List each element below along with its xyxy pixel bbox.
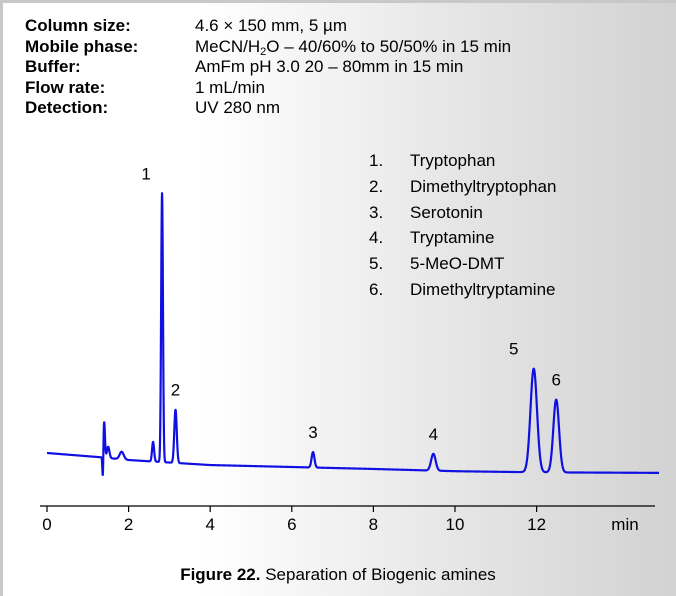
peak-label: 3 (308, 423, 317, 442)
method-conditions: Column size: 4.6 × 150 mm, 5 µm Mobile p… (25, 16, 511, 119)
peak-label: 4 (429, 425, 438, 444)
x-tick-label: 0 (42, 515, 51, 534)
legend-compound: 5-MeO-DMT (410, 254, 505, 274)
condition-column-size: Column size: 4.6 × 150 mm, 5 µm (25, 16, 511, 37)
legend-item: 1. Tryptophan (369, 150, 556, 176)
legend-number: 6. (369, 279, 384, 299)
legend-number: 1. (369, 151, 384, 170)
condition-detection: Detection: UV 280 nm (25, 98, 511, 119)
legend-compound: Tryptamine (410, 228, 495, 248)
x-tick-label: 2 (124, 515, 133, 534)
legend-compound: Serotonin (410, 202, 483, 222)
condition-value: UV 280 nm (195, 98, 281, 118)
peak-label: 1 (141, 164, 150, 183)
condition-value: AmFm pH 3.0 20 – 80mm in 15 min (195, 57, 464, 77)
legend-compound: Dimethyltryptophan (410, 176, 557, 196)
condition-value: 1 mL/min (195, 77, 265, 97)
condition-label: Column size: (25, 16, 131, 35)
condition-label: Buffer: (25, 57, 81, 77)
chromatogram-trace (46, 192, 660, 477)
condition-label: Flow rate: (25, 77, 106, 97)
legend-item: 6. Dimethyltryptamine (369, 279, 556, 305)
legend-compound: Dimethyltryptamine (410, 279, 556, 299)
legend-item: 2. Dimethyltryptophan (369, 176, 556, 202)
mobile-phase-suffix: O – 40/60% to 50/50% in 15 min (266, 36, 512, 56)
mobile-phase-subscript: 2 (260, 45, 267, 58)
legend-number: 5. (369, 254, 384, 274)
legend-number: 3. (369, 202, 384, 222)
x-tick-label: 6 (287, 515, 296, 534)
caption-figure-number: Figure 22. (180, 565, 261, 584)
figure-caption: Figure 22. Separation of Biogenic amines (0, 565, 676, 585)
x-tick-label: 8 (369, 515, 378, 534)
legend-compound: Tryptophan (410, 151, 496, 170)
left-border (0, 0, 3, 596)
x-tick-label: 4 (205, 515, 214, 534)
condition-mobile-phase: Mobile phase: MeCN/H2O – 40/60% to 50/50… (25, 37, 511, 58)
x-tick-label: 10 (446, 515, 465, 534)
legend-item: 4. Tryptamine (369, 227, 556, 253)
legend-item: 3. Serotonin (369, 202, 556, 228)
condition-value: 4.6 × 150 mm, 5 µm (195, 16, 347, 35)
peak-label: 5 (509, 340, 518, 359)
mobile-phase-prefix: MeCN/H (195, 36, 261, 56)
top-border (0, 0, 676, 3)
condition-flow-rate: Flow rate: 1 mL/min (25, 78, 511, 99)
x-axis-label: min (611, 515, 638, 534)
condition-value: MeCN/H2O – 40/60% to 50/50% in 15 min (195, 36, 512, 58)
legend-item: 5. 5-MeO-DMT (369, 253, 556, 279)
peak-legend: 1. Tryptophan 2. Dimethyltryptophan 3. Sero… (369, 150, 556, 305)
peak-label: 2 (171, 381, 180, 400)
legend-number: 2. (369, 176, 384, 196)
legend-number: 4. (369, 228, 384, 248)
condition-buffer: Buffer: AmFm pH 3.0 20 – 80mm in 15 min (25, 57, 511, 78)
condition-label: Detection: (25, 98, 109, 118)
peak-label: 6 (551, 371, 560, 390)
caption-text: Separation of Biogenic amines (260, 565, 496, 584)
x-tick-label: 12 (527, 515, 546, 534)
condition-label: Mobile phase: (25, 36, 139, 56)
